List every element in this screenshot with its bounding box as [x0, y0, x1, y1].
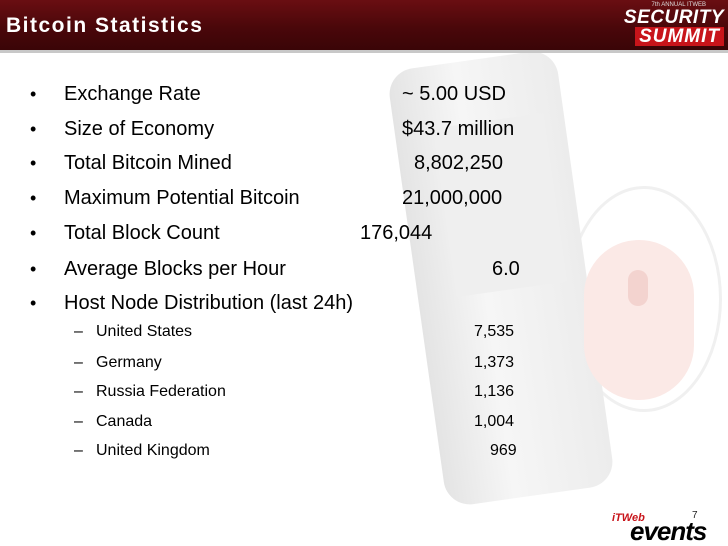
- bullet-value: $43.7 million: [402, 118, 515, 140]
- bullet-value: 6.0: [492, 258, 520, 280]
- bullet-label: Host Node Distribution (last 24h): [64, 292, 354, 314]
- bullet-value: ~ 5.00 USD: [402, 83, 506, 105]
- bullet-label: Maximum Potential Bitcoin: [64, 187, 300, 209]
- bullet-label: Total Bitcoin Mined: [64, 152, 232, 174]
- node-count: 1,136: [474, 383, 515, 400]
- node-country: Russia Federation: [96, 383, 226, 400]
- bullet-value: 176,044: [360, 222, 433, 244]
- logo-line2: SUMMIT: [635, 27, 724, 46]
- itweb-events-logo: iTWeb events: [606, 512, 724, 544]
- dash-icon: –: [74, 354, 83, 371]
- node-country: Canada: [96, 413, 153, 430]
- events-brand: events: [630, 516, 707, 546]
- node-count: 1,373: [474, 354, 515, 371]
- node-country: Germany: [96, 354, 162, 371]
- bullet-icon: •: [30, 153, 37, 173]
- dash-icon: –: [74, 383, 83, 400]
- security-summit-logo: 7th ANNUAL ITWEB SECURITY SUMMIT: [598, 2, 724, 48]
- bullet-icon: •: [30, 293, 37, 313]
- bullet-label: Size of Economy: [64, 118, 215, 140]
- dash-icon: –: [74, 323, 83, 340]
- header-divider: [0, 50, 728, 53]
- bullet-icon: •: [30, 188, 37, 208]
- bullet-icon: •: [30, 259, 37, 279]
- dash-icon: –: [74, 442, 83, 459]
- bullet-icon: •: [30, 84, 37, 104]
- bullet-icon: •: [30, 119, 37, 139]
- bullet-label: Average Blocks per Hour: [64, 258, 286, 280]
- node-country: United Kingdom: [96, 442, 210, 459]
- dash-icon: –: [74, 413, 83, 430]
- slide-title: Bitcoin Statistics: [6, 14, 204, 37]
- bullet-icon: •: [30, 223, 37, 243]
- bullet-label: Exchange Rate: [64, 83, 201, 105]
- itweb-brand: iTWeb: [612, 512, 645, 524]
- node-count: 7,535: [474, 323, 515, 340]
- bullet-value: 21,000,000: [402, 187, 503, 209]
- node-country: United States: [96, 323, 193, 340]
- node-count: 1,004: [474, 413, 515, 430]
- bullet-value: 8,802,250: [414, 152, 503, 174]
- node-count: 969: [490, 442, 517, 459]
- bullet-label: Total Block Count: [64, 222, 220, 244]
- page-number: 7: [692, 510, 698, 521]
- header-bar: Bitcoin Statistics 7th ANNUAL ITWEB SECU…: [0, 0, 728, 50]
- logo-line1: SECURITY: [623, 7, 724, 28]
- logo-tag: 7th ANNUAL ITWEB: [651, 2, 706, 8]
